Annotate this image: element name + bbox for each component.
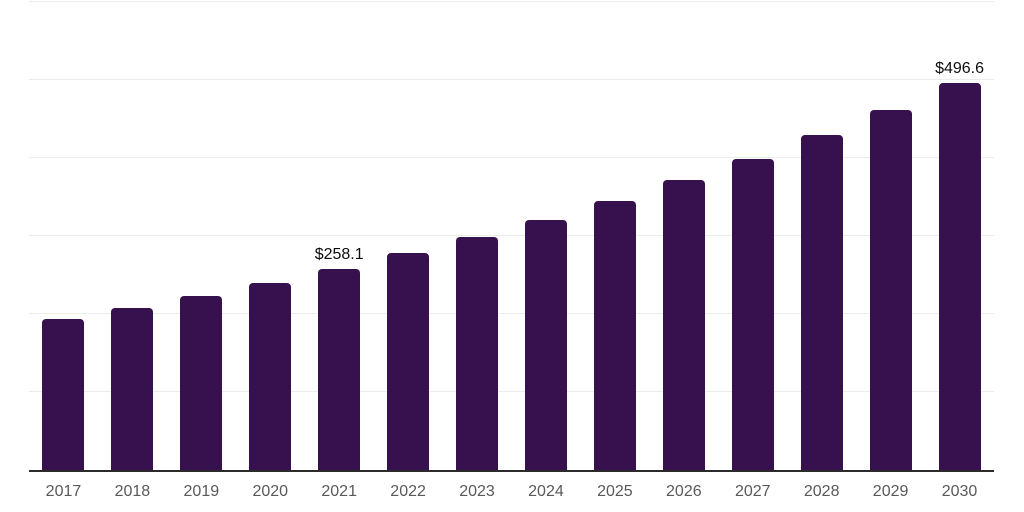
gridline bbox=[29, 235, 994, 236]
bar-2018 bbox=[111, 308, 154, 470]
gridline bbox=[29, 157, 994, 158]
x-tick-label-2029: 2029 bbox=[872, 483, 909, 500]
bar-2029 bbox=[869, 109, 912, 470]
bar-value-label-2021: $258.1 bbox=[314, 245, 364, 263]
bar-2028 bbox=[800, 135, 843, 470]
bar-2030 bbox=[938, 82, 981, 470]
gridline bbox=[29, 79, 994, 80]
x-tick-label-2028: 2028 bbox=[803, 483, 840, 500]
bar-2025 bbox=[593, 200, 636, 470]
x-tick-label-2030: 2030 bbox=[941, 483, 978, 500]
x-tick-label-2020: 2020 bbox=[252, 483, 289, 500]
x-tick-label-2022: 2022 bbox=[390, 483, 426, 500]
gridline bbox=[29, 313, 994, 314]
gridline bbox=[29, 1, 994, 2]
bar-2020 bbox=[249, 282, 292, 470]
x-tick-label-2025: 2025 bbox=[597, 483, 633, 500]
bar-value-label-2030: $496.6 bbox=[935, 59, 984, 77]
bar-2019 bbox=[180, 295, 223, 470]
bar-2022 bbox=[387, 253, 430, 470]
x-tick-label-2017: 2017 bbox=[45, 483, 82, 500]
x-tick-label-2018: 2018 bbox=[114, 483, 151, 500]
x-tick-label-2027: 2027 bbox=[734, 483, 771, 500]
bar-2027 bbox=[731, 158, 774, 470]
bar-2026 bbox=[662, 180, 705, 470]
bar-2024 bbox=[524, 219, 567, 470]
gridline bbox=[29, 391, 994, 392]
x-tick-label-2021: 2021 bbox=[321, 483, 357, 500]
x-axis: 2017 2018 2019 2020 2021 2022 2023 2024 2025 2026… bbox=[29, 470, 994, 512]
x-tick-label-2023: 2023 bbox=[459, 483, 495, 500]
x-tick-label-2019: 2019 bbox=[183, 483, 220, 500]
x-tick-label-2026: 2026 bbox=[666, 483, 702, 500]
bar-2017 bbox=[42, 319, 85, 470]
bar-2021 bbox=[318, 268, 361, 470]
plot-area: $258.1 $496.6 bbox=[29, 1, 994, 472]
bar-2023 bbox=[456, 237, 499, 470]
x-tick-label-2024: 2024 bbox=[528, 483, 564, 500]
x-axis-line bbox=[29, 470, 994, 472]
